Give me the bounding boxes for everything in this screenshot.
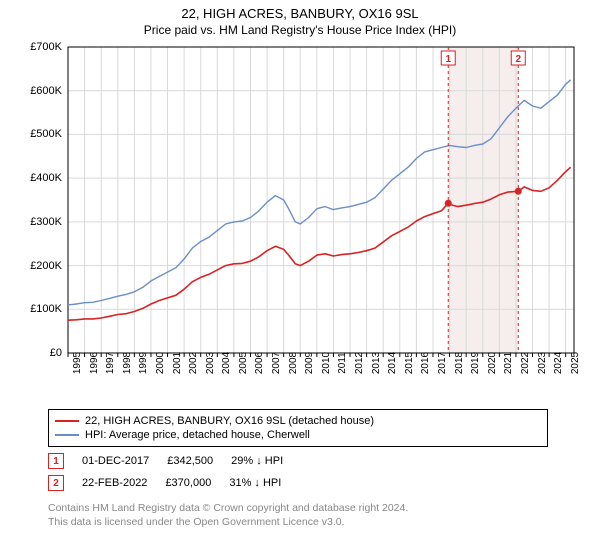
- x-tick-label: 2014: [387, 352, 398, 374]
- x-tick-label: 2022: [520, 352, 531, 374]
- x-tick-label: 2017: [437, 352, 448, 374]
- x-tick-label: 2015: [404, 352, 415, 374]
- x-tick-label: 1998: [122, 352, 133, 374]
- x-tick-label: 2004: [221, 352, 232, 374]
- x-tick-label: 1996: [89, 352, 100, 374]
- svg-text:1: 1: [445, 54, 451, 65]
- sale-row-1: 1 01-DEC-2017 £342,500 29% ↓ HPI: [48, 453, 600, 469]
- x-tick-label: 2013: [371, 352, 382, 374]
- sale-row-2: 2 22-FEB-2022 £370,000 31% ↓ HPI: [48, 475, 600, 491]
- legend-label-1: 22, HIGH ACRES, BANBURY, OX16 9SL (detac…: [85, 415, 374, 427]
- y-tick-label: £600K: [30, 85, 62, 97]
- x-tick-label: 2000: [155, 352, 166, 374]
- sale-delta-2: 31% ↓ HPI: [229, 477, 281, 489]
- legend-label-2: HPI: Average price, detached house, Cher…: [85, 429, 310, 441]
- y-tick-label: £400K: [30, 172, 62, 184]
- x-tick-label: 2001: [172, 352, 183, 374]
- x-tick-label: 2003: [205, 352, 216, 374]
- x-tick-label: 2002: [188, 352, 199, 374]
- legend-item-2: HPI: Average price, detached house, Cher…: [55, 428, 541, 442]
- chart-subtitle: Price paid vs. HM Land Registry's House …: [0, 21, 600, 41]
- x-tick-label: 2024: [553, 352, 564, 374]
- y-tick-label: £300K: [30, 216, 62, 228]
- sale-marker-2: 2: [48, 475, 64, 491]
- footer-line-2: This data is licensed under the Open Gov…: [48, 515, 600, 529]
- legend-item-1: 22, HIGH ACRES, BANBURY, OX16 9SL (detac…: [55, 414, 541, 428]
- svg-text:2: 2: [515, 54, 521, 65]
- x-tick-label: 1995: [72, 352, 83, 374]
- y-tick-label: £0: [50, 347, 62, 359]
- legend-swatch-1: [55, 420, 79, 422]
- legend: 22, HIGH ACRES, BANBURY, OX16 9SL (detac…: [48, 409, 548, 447]
- x-tick-label: 1999: [138, 352, 149, 374]
- sale-marker-1: 1: [48, 453, 64, 469]
- sale-date-2: 22-FEB-2022: [82, 477, 147, 489]
- x-tick-label: 2020: [487, 352, 498, 374]
- legend-swatch-2: [55, 434, 79, 436]
- x-tick-label: 2008: [288, 352, 299, 374]
- sale-delta-1: 29% ↓ HPI: [231, 455, 283, 467]
- x-tick-label: 2005: [238, 352, 249, 374]
- x-tick-label: 2012: [354, 352, 365, 374]
- y-tick-label: £500K: [30, 128, 62, 140]
- chart-area: 12 £0£100K£200K£300K£400K£500K£600K£700K…: [20, 41, 580, 401]
- y-tick-label: £200K: [30, 260, 62, 272]
- x-tick-label: 2009: [304, 352, 315, 374]
- x-tick-label: 2025: [570, 352, 581, 374]
- x-tick-label: 2006: [254, 352, 265, 374]
- x-tick-label: 2021: [503, 352, 514, 374]
- x-tick-label: 2018: [454, 352, 465, 374]
- chart-title: 22, HIGH ACRES, BANBURY, OX16 9SL: [0, 0, 600, 21]
- x-tick-label: 2016: [420, 352, 431, 374]
- sale-date-1: 01-DEC-2017: [82, 455, 149, 467]
- footer-line-1: Contains HM Land Registry data © Crown c…: [48, 501, 600, 515]
- x-tick-label: 2007: [271, 352, 282, 374]
- y-tick-label: £100K: [30, 303, 62, 315]
- x-tick-label: 2019: [470, 352, 481, 374]
- y-tick-label: £700K: [30, 41, 62, 53]
- x-tick-label: 1997: [105, 352, 116, 374]
- x-tick-label: 2010: [321, 352, 332, 374]
- x-tick-label: 2023: [537, 352, 548, 374]
- x-tick-label: 2011: [337, 352, 348, 374]
- chart-svg: 12: [20, 41, 580, 401]
- sale-price-1: £342,500: [167, 455, 213, 467]
- sale-price-2: £370,000: [165, 477, 211, 489]
